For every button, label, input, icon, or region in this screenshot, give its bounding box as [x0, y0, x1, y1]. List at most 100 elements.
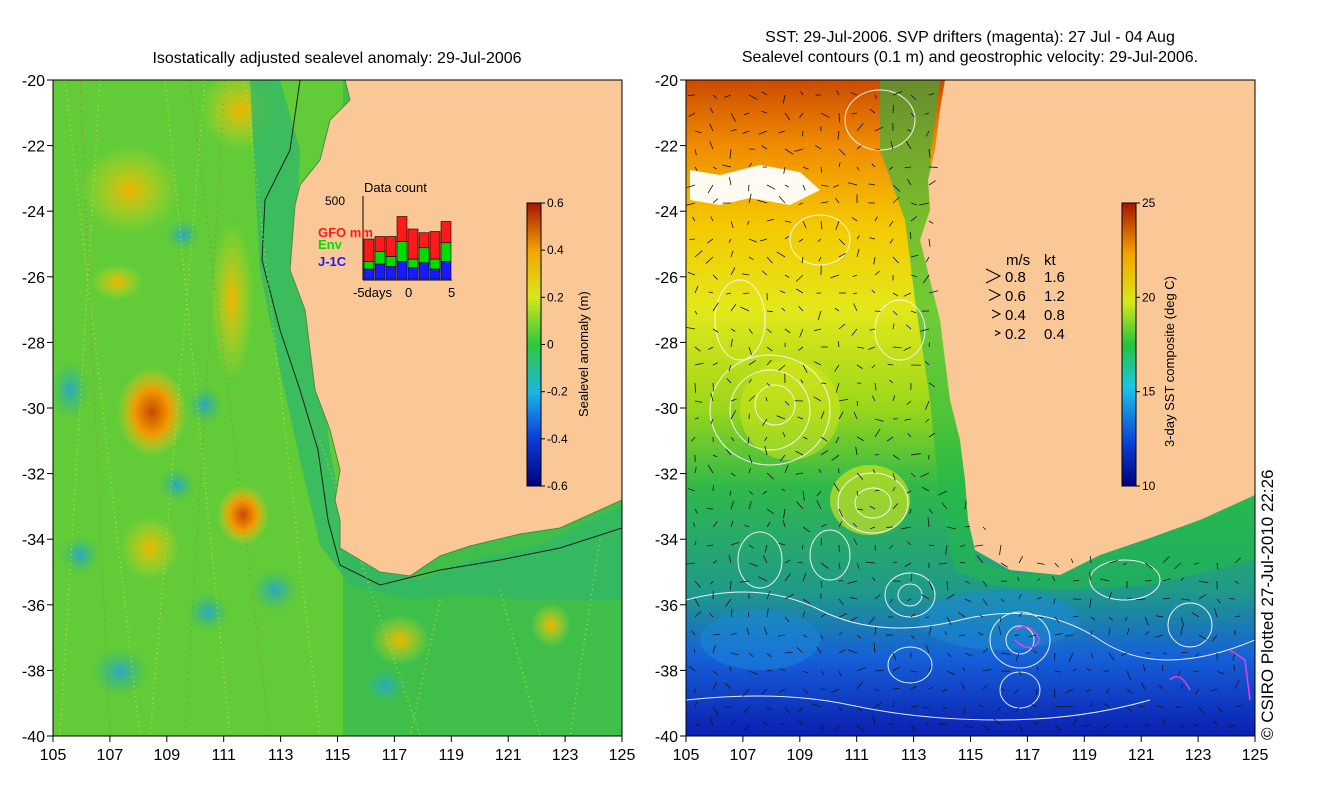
right-australia-land: [920, 80, 1255, 575]
geostrophic-velocity-arrows: [686, 90, 1242, 733]
inset-bar-env: [418, 247, 430, 264]
left-x-tick-label: 117: [382, 747, 408, 764]
inset-bar-gfo: [363, 238, 375, 262]
right-x-axis: 105 107 109 111 113 115 117 119 121 123 125: [673, 736, 1269, 764]
velocity-legend-arrow-icon: [994, 330, 1002, 336]
left-y-tick-label: -22: [22, 139, 45, 156]
inset-bar-env: [385, 256, 397, 267]
left-y-axis: -20 -22 -24 -26 -28 -30 -32 -34 -36 -38 -40: [22, 73, 53, 746]
data-count-inset: Data count 500 GFO mm Env J-1C -5days 0 …: [318, 180, 455, 300]
left-y-tick-label: -36: [22, 598, 45, 615]
sst-colorbar-tick-label: 10: [1142, 479, 1156, 493]
right-y-axis: -20 -22 -24 -26 -28 -30 -32 -34 -36 -38 -40: [655, 73, 686, 746]
velocity-legend-kt: 0.8: [1044, 307, 1065, 324]
inset-bar-env: [374, 251, 386, 265]
right-x-tick-label: 125: [1242, 747, 1269, 764]
svp-drifter-track: [1169, 675, 1191, 691]
inset-bar-env: [396, 241, 408, 262]
sealevel-contours: [686, 89, 1255, 721]
right-map-title-line1: SST: 29-Jul-2006. SVP drifters (magenta)…: [765, 29, 1175, 46]
left-x-tick-label: 123: [552, 747, 579, 764]
right-x-tick-label: 123: [1185, 747, 1212, 764]
inset-bar-j1c: [418, 262, 430, 280]
right-x-tick-label: 107: [730, 747, 757, 764]
left-y-tick-label: -30: [22, 401, 45, 418]
plot-credit: © CSIRO Plotted 27-Jul-2010 22:26: [1258, 469, 1277, 740]
left-y-tick-label: -32: [22, 467, 45, 484]
right-x-tick-label: 121: [1128, 747, 1155, 764]
inset-bar-gfo: [429, 231, 441, 260]
legend-gfo: GFO mm: [318, 225, 373, 240]
sla-colorbar-tick-label: 0.6: [547, 196, 564, 210]
left-x-tick-label: 113: [268, 747, 294, 764]
inset-bar-j1c: [396, 261, 408, 280]
right-map-title-line2: Sealevel contours (0.1 m) and geostrophi…: [741, 49, 1199, 66]
left-australia-land: [289, 80, 622, 577]
left-y-tick-label: -20: [22, 73, 45, 90]
right-x-tick-label: 111: [845, 747, 869, 764]
sla-colorbar-tick-label: 0: [547, 338, 554, 352]
inset-bar-gfo: [440, 221, 452, 244]
velocity-legend-kt: 1.6: [1044, 269, 1065, 286]
inset-title: Data count: [364, 180, 427, 195]
sla-colorbar-label: Sealevel anomaly (m): [576, 291, 591, 417]
sla-colorbar-tick-label: 0.4: [547, 243, 564, 257]
right-y-tick-label: -20: [655, 73, 678, 90]
inset-bar-j1c: [385, 266, 397, 280]
velocity-legend-ms: 0.4: [1005, 307, 1026, 324]
inset-bar-j1c: [407, 267, 419, 280]
left-x-tick-label: 109: [153, 747, 180, 764]
inset-bar-env: [363, 261, 375, 270]
sla-colorbar-tick-label: -0.2: [547, 385, 568, 399]
inset-bar-j1c: [374, 263, 386, 280]
velocity-legend-arrow-icon: [988, 289, 1002, 301]
inset-x-label-end: 5: [448, 285, 455, 300]
right-y-tick-label: -32: [655, 467, 678, 484]
inset-bar-gfo: [374, 236, 386, 252]
inset-bar-j1c: [429, 268, 441, 280]
left-x-tick-label: 111: [212, 747, 236, 764]
velocity-legend: m/s kt 0.8 1.6 0.6 1.2 0.4 0.8 0.2 0.4: [985, 252, 1065, 343]
inset-bar-j1c: [440, 261, 452, 280]
left-y-tick-label: -38: [22, 663, 45, 680]
left-x-axis: 105 107 109 111 113 115 117 119 121 123 125: [40, 736, 635, 764]
inset-bar-env: [440, 242, 452, 262]
left-y-tick-label: -26: [22, 270, 45, 287]
left-map: [53, 80, 622, 736]
right-map: [686, 80, 1255, 736]
legend-env: Env: [318, 237, 343, 252]
right-y-tick-label: -36: [655, 598, 678, 615]
right-y-tick-label: -28: [655, 335, 678, 352]
left-y-tick-label: -34: [22, 532, 45, 549]
inset-bar-env: [407, 258, 419, 269]
left-x-tick-label: 119: [439, 747, 465, 764]
inset-bar-env: [429, 258, 441, 270]
svp-drifter-track: [1014, 625, 1041, 649]
inset-x-label-mid: 0: [405, 285, 412, 300]
inset-bar-gfo: [407, 228, 419, 260]
right-x-tick-label: 105: [673, 747, 700, 764]
right-y-tick-label: -24: [655, 204, 678, 221]
velocity-legend-header-ms: m/s: [1006, 252, 1030, 269]
left-y-tick-label: -40: [22, 729, 45, 746]
velocity-legend-arrow-icon: [991, 309, 1002, 319]
inset-bar-gfo: [385, 236, 397, 257]
right-x-tick-label: 109: [786, 747, 813, 764]
sst-colorbar-label: 3-day SST composite (deg C): [1162, 276, 1177, 447]
sla-colorbar-tick-label: -0.4: [547, 432, 568, 446]
left-y-tick-label: -24: [22, 204, 45, 221]
sla-colorbar-tick-label: 0.2: [547, 290, 564, 304]
sst-colorbar: 25 20 15 10 3-day SST composite (deg C): [1121, 196, 1177, 493]
sst-colorbar-tick-label: 25: [1142, 196, 1156, 210]
left-x-tick-label: 105: [40, 747, 67, 764]
right-y-tick-label: -34: [655, 532, 678, 549]
velocity-legend-ms: 0.6: [1005, 288, 1026, 305]
inset-bar-gfo: [396, 216, 408, 242]
svp-drifter-track: [1229, 649, 1251, 701]
right-x-tick-label: 115: [958, 747, 984, 764]
velocity-legend-arrow-icon: [985, 268, 1002, 284]
right-y-tick-label: -30: [655, 401, 678, 418]
inset-x-label-start: -5days: [353, 285, 393, 300]
sst-colorbar-tick-label: 15: [1142, 385, 1156, 399]
